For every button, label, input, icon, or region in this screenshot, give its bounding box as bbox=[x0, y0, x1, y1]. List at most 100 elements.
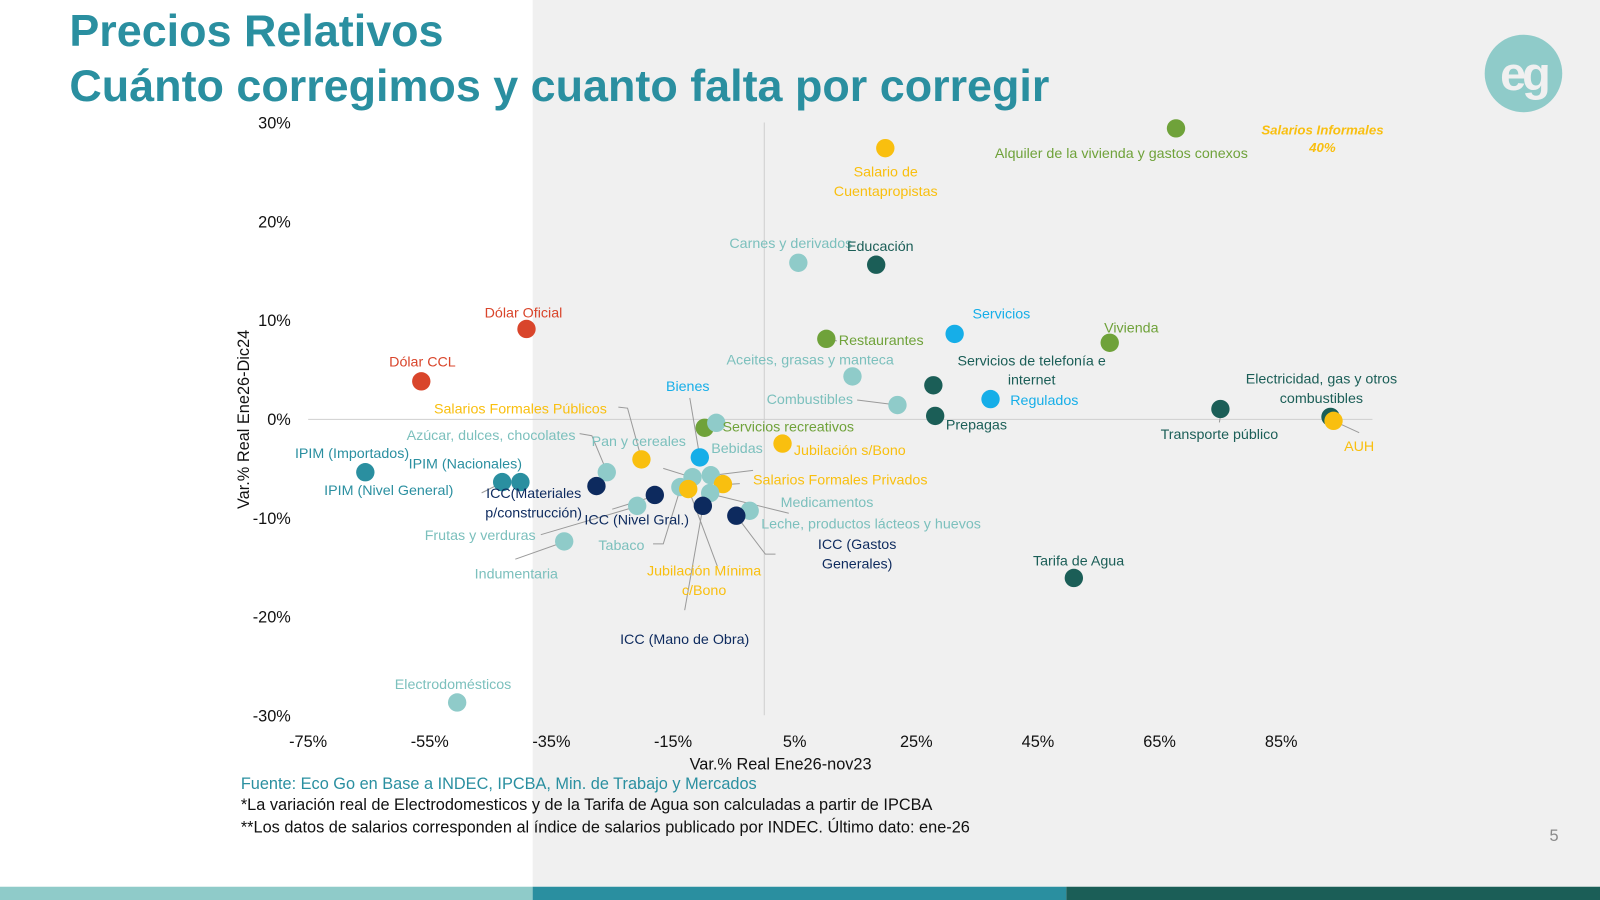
y-tick-label: 10% bbox=[258, 312, 291, 330]
point-label: Transporte público bbox=[1161, 427, 1279, 443]
data-point bbox=[817, 329, 836, 349]
point-label: Prepagas bbox=[946, 418, 1007, 434]
point-label: ICC (Gastos bbox=[818, 537, 896, 553]
footer-band-2 bbox=[532, 886, 1067, 900]
annotation-salarios-informales: Salarios Informales bbox=[1261, 123, 1383, 138]
data-point bbox=[679, 479, 698, 499]
y-tick-label: -20% bbox=[253, 609, 291, 627]
data-point bbox=[645, 485, 664, 505]
point-label: Salarios Formales Públicos bbox=[434, 401, 607, 417]
point-label: Educación bbox=[847, 239, 914, 255]
point-label: IPIM (Nacionales) bbox=[409, 456, 522, 472]
point-label: Combustibles bbox=[767, 392, 853, 408]
data-point bbox=[888, 395, 907, 415]
data-point bbox=[1100, 333, 1119, 352]
title-line-1: Precios Relativos bbox=[69, 5, 443, 56]
data-point bbox=[1211, 399, 1230, 419]
point-label: Medicamentos bbox=[781, 495, 874, 511]
x-tick-label: -75% bbox=[289, 733, 327, 751]
data-point bbox=[707, 413, 726, 433]
title-line-2: Cuánto corregimos y cuanto falta por cor… bbox=[69, 60, 1049, 111]
point-label: Restaurantes bbox=[839, 333, 924, 349]
data-point bbox=[945, 324, 964, 344]
point-label: Pan y cereales bbox=[592, 434, 686, 450]
point-label: Salario de bbox=[854, 165, 918, 181]
x-tick-label: 85% bbox=[1265, 733, 1298, 751]
point-label: Tarifa de Agua bbox=[1033, 553, 1124, 569]
footnote-1: *La variación real de Electrodomesticos … bbox=[241, 796, 933, 814]
x-tick-label: 65% bbox=[1143, 733, 1176, 751]
leader-line bbox=[653, 487, 682, 545]
footnote-2: **Los datos de salarios corresponden al … bbox=[241, 818, 970, 837]
logo-circle bbox=[1484, 34, 1563, 113]
data-point bbox=[924, 376, 943, 395]
x-tick-label: -35% bbox=[532, 733, 570, 751]
point-label: Electrodomésticos bbox=[395, 677, 512, 693]
data-point bbox=[356, 463, 375, 482]
y-tick-labels: 30% 20% 10% 0% -10% -20% -30% bbox=[253, 115, 291, 726]
point-label: Frutas y verduras bbox=[425, 528, 536, 544]
leader-line bbox=[736, 516, 776, 555]
data-point bbox=[1064, 568, 1084, 588]
data-point bbox=[981, 389, 1000, 409]
point-label: Leche, productos lácteos y huevos bbox=[761, 517, 981, 533]
leader-line bbox=[689, 397, 701, 459]
point-label: Servicios de telefonía e bbox=[957, 353, 1105, 369]
footer-band-3 bbox=[1066, 886, 1600, 900]
data-point bbox=[773, 434, 792, 453]
y-tick-label: -30% bbox=[253, 707, 291, 725]
point-label: combustibles bbox=[1280, 391, 1363, 407]
point-label: IPIM (Nivel General) bbox=[324, 483, 453, 499]
point-labels: Salario de Cuentapropistas Alquiler de la … bbox=[295, 146, 1397, 693]
y-tick-label: -10% bbox=[253, 510, 291, 528]
data-point bbox=[412, 372, 431, 391]
data-point bbox=[727, 506, 746, 525]
data-point bbox=[627, 496, 647, 516]
data-point bbox=[597, 463, 616, 482]
data-point bbox=[447, 693, 467, 712]
point-label: Bienes bbox=[666, 379, 710, 395]
x-axis-title: Var.% Real Ene26-nov23 bbox=[690, 755, 872, 773]
x-tick-label: 25% bbox=[900, 733, 933, 751]
source-note: Fuente: Eco Go en Base a INDEC, IPCBA, M… bbox=[241, 775, 757, 793]
x-tick-label: 45% bbox=[1022, 733, 1055, 751]
x-tick-label: 5% bbox=[783, 733, 807, 751]
leader-line bbox=[579, 433, 608, 473]
x-tick-label: -15% bbox=[654, 733, 692, 751]
eg-logo: eg bbox=[1484, 34, 1563, 113]
point-label: ICC (Nivel Gral.) bbox=[584, 512, 689, 528]
point-label: Generales) bbox=[822, 556, 893, 572]
data-point bbox=[789, 253, 808, 272]
point-label: Electricidad, gas y otros bbox=[1246, 372, 1397, 388]
point-label: Dólar Oficial bbox=[485, 305, 563, 321]
point-label: Indumentaria bbox=[475, 567, 558, 583]
y-axis-title: Var.% Real Ene26-Dic24 bbox=[235, 330, 253, 509]
leader-line bbox=[618, 406, 643, 461]
data-point bbox=[867, 255, 886, 274]
point-label: Aceites, grasas y manteca bbox=[727, 352, 894, 368]
point-label: Regulados bbox=[1010, 393, 1078, 409]
data-point bbox=[693, 496, 713, 516]
data-point bbox=[632, 450, 651, 469]
page-number: 5 bbox=[1550, 827, 1559, 845]
point-label: Servicios recreativos bbox=[722, 420, 854, 436]
footer-band-1 bbox=[0, 886, 533, 900]
data-point bbox=[517, 319, 536, 339]
data-point bbox=[511, 472, 530, 492]
point-label: Servicios bbox=[972, 306, 1030, 322]
scatter-chart: -75% -55% -35% -15% 5% 25% 45% 65% 85% 30% 20% 10%… bbox=[235, 115, 1397, 774]
point-label: Jubilación s/Bono bbox=[794, 443, 906, 459]
point-label: Carnes y derivados bbox=[729, 236, 852, 252]
data-point bbox=[1324, 411, 1343, 431]
leader-line bbox=[688, 489, 718, 567]
data-point bbox=[555, 532, 574, 551]
point-label: p/construcción) bbox=[485, 505, 582, 521]
x-tick-labels: -75% -55% -35% -15% 5% 25% 45% 65% 85% bbox=[289, 733, 1297, 751]
point-label: ICC (Mano de Obra) bbox=[620, 632, 749, 648]
data-point bbox=[843, 367, 862, 386]
point-label: Salarios Formales Privados bbox=[753, 473, 927, 489]
annotation-salarios-informales-value: 40% bbox=[1308, 140, 1336, 155]
point-label: ICC(Materiales bbox=[486, 486, 581, 502]
point-label: Alquiler de la vivienda y gastos conexos bbox=[995, 146, 1248, 162]
